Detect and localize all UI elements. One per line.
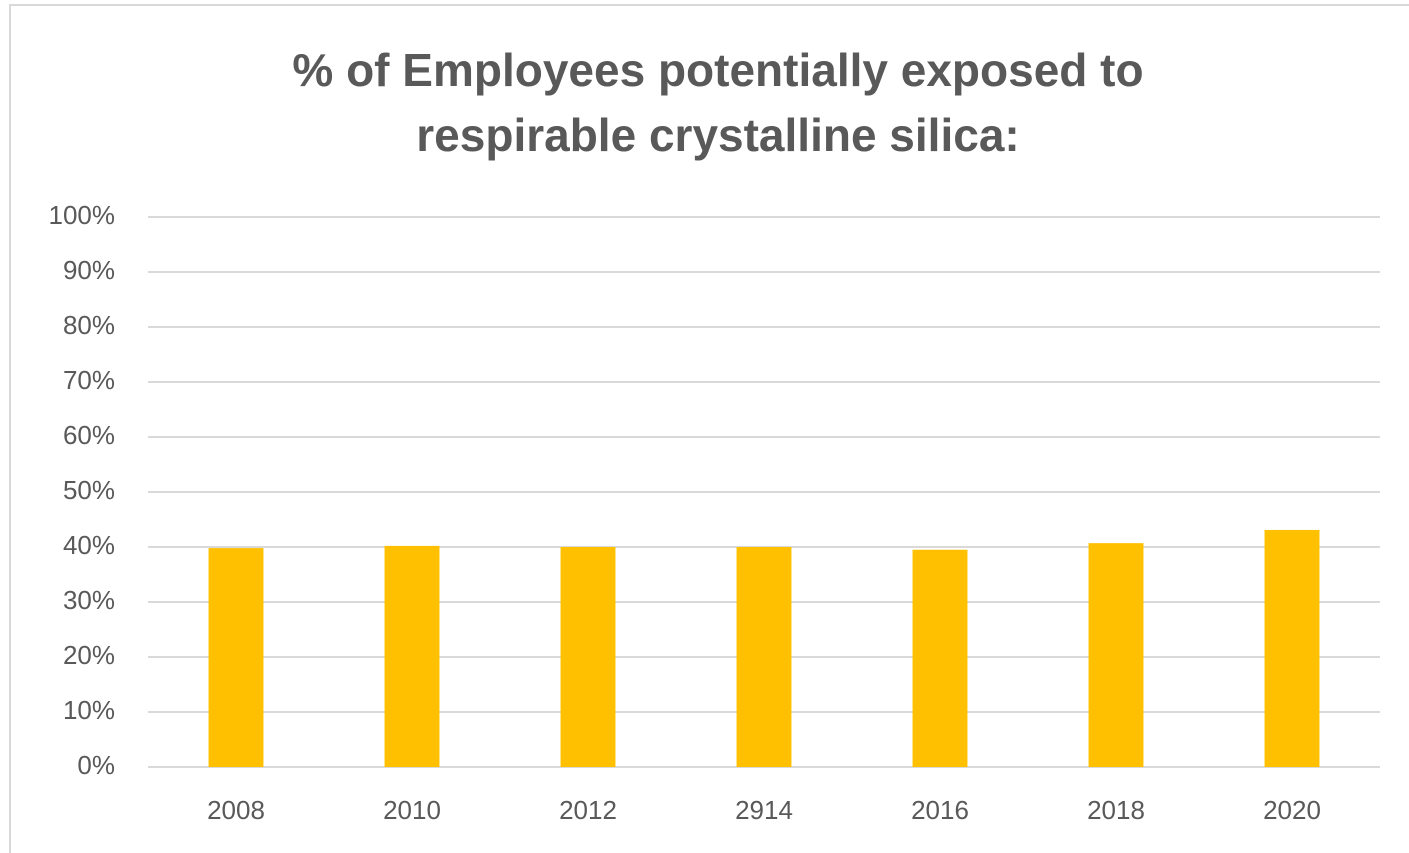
bar bbox=[1264, 529, 1320, 767]
x-tick-label: 2016 bbox=[911, 795, 969, 825]
bar bbox=[736, 547, 792, 767]
bar bbox=[912, 549, 968, 767]
chart-border bbox=[9, 4, 1409, 853]
bar bbox=[1088, 543, 1144, 767]
bar bbox=[208, 548, 264, 767]
y-tick-label: 50% bbox=[63, 475, 115, 505]
y-tick-label: 10% bbox=[63, 695, 115, 725]
y-tick-label: 70% bbox=[63, 365, 115, 395]
chart-title: % of Employees potentially exposed to re… bbox=[292, 44, 1144, 161]
y-tick-label: 40% bbox=[63, 530, 115, 560]
x-tick-label: 2012 bbox=[559, 795, 617, 825]
y-tick-label: 60% bbox=[63, 420, 115, 450]
y-tick-label: 0% bbox=[77, 750, 115, 780]
x-tick-label: 2020 bbox=[1263, 795, 1321, 825]
y-tick-label: 90% bbox=[63, 255, 115, 285]
x-tick-label: 2010 bbox=[383, 795, 441, 825]
y-tick-label: 30% bbox=[63, 585, 115, 615]
x-tick-label: 2008 bbox=[207, 795, 265, 825]
bar bbox=[560, 547, 616, 767]
bar bbox=[384, 545, 440, 767]
y-tick-label: 100% bbox=[49, 200, 116, 230]
x-tick-label: 2018 bbox=[1087, 795, 1145, 825]
y-tick-label: 20% bbox=[63, 640, 115, 670]
y-tick-label: 80% bbox=[63, 310, 115, 340]
x-tick-label: 2914 bbox=[735, 795, 793, 825]
